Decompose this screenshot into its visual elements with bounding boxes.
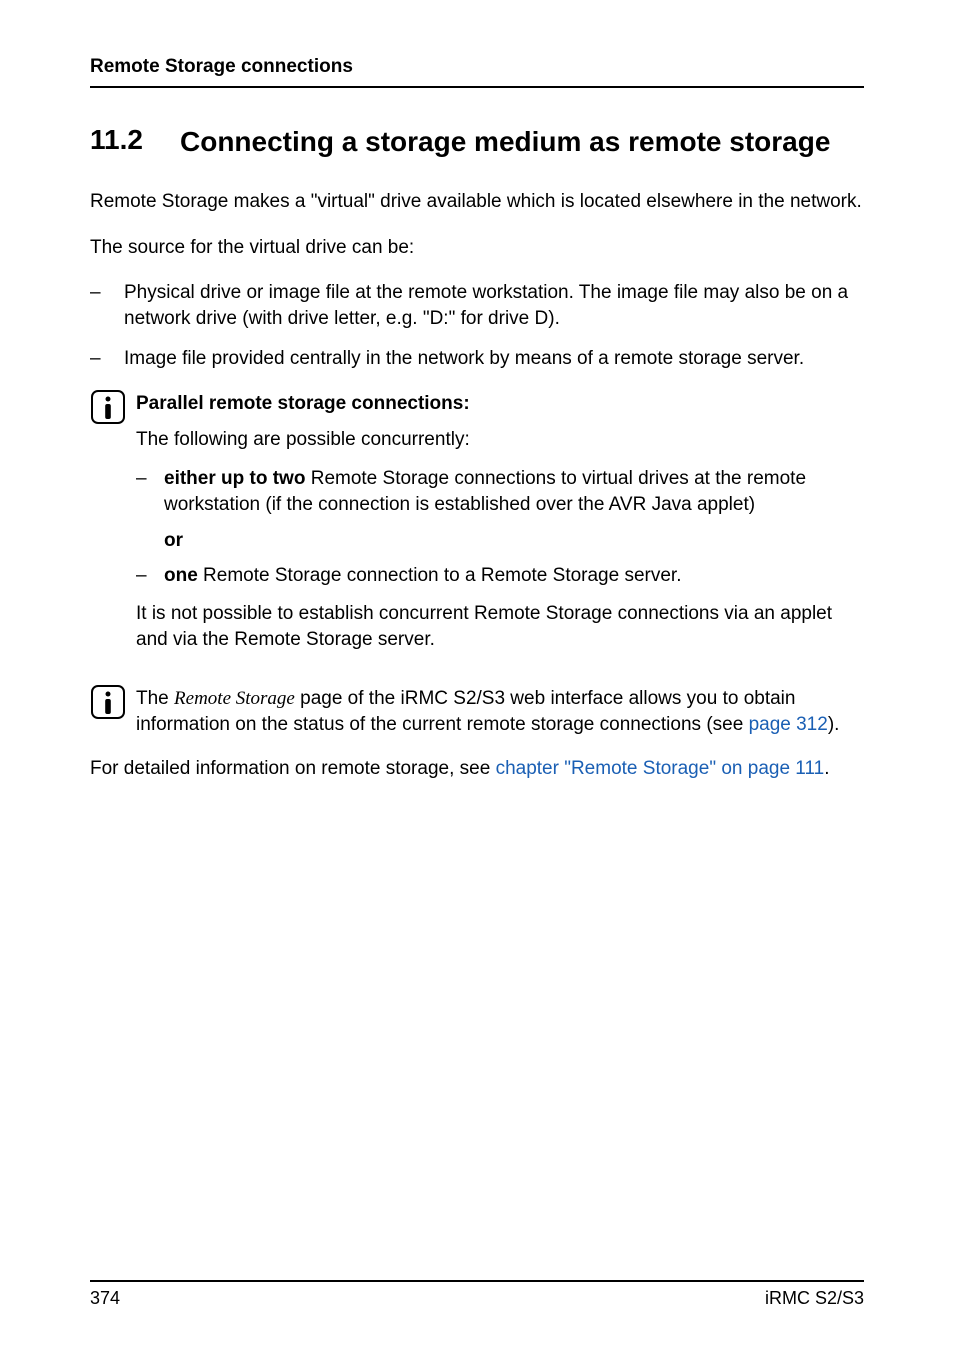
- section-title: Connecting a storage medium as remote st…: [180, 124, 830, 159]
- note2-pre: The: [136, 688, 174, 709]
- info-icon: [90, 389, 136, 425]
- info-icon: [90, 684, 136, 720]
- closing-paragraph: For detailed information on remote stora…: [90, 756, 864, 782]
- bullet-item-2: – Image file provided centrally in the n…: [90, 346, 864, 372]
- sub2-bold: one: [164, 565, 198, 586]
- bullet-dash: –: [136, 466, 164, 517]
- info-note-parallel: Parallel remote storage connections: The…: [90, 389, 864, 666]
- page-number: 374: [90, 1288, 120, 1309]
- bullet-item-1: – Physical drive or image file at the re…: [90, 280, 864, 331]
- chapter-link-remote-storage[interactable]: chapter "Remote Storage" on page 111: [496, 758, 825, 779]
- note2-italic: Remote Storage: [174, 688, 295, 709]
- page-link-312[interactable]: page 312: [749, 714, 828, 735]
- sub1-bold: either up to two: [164, 468, 305, 489]
- closing-pre: For detailed information on remote stora…: [90, 758, 496, 779]
- info-note-remote-storage-page: The Remote Storage page of the iRMC S2/S…: [90, 684, 864, 737]
- note2-post: ).: [828, 714, 840, 735]
- note-line-1: The following are possible concurrently:: [136, 427, 864, 453]
- sub-bullet-1: – either up to two Remote Storage connec…: [136, 466, 864, 517]
- bullet-dash: –: [136, 563, 164, 589]
- intro-paragraph-2: The source for the virtual drive can be:: [90, 235, 864, 261]
- bullet-content-2: Image file provided centrally in the net…: [124, 346, 864, 372]
- footer-doc-label: iRMC S2/S3: [765, 1288, 864, 1309]
- section-heading: 11.2 Connecting a storage medium as remo…: [90, 124, 864, 159]
- sub-bullet-2-content: one Remote Storage connection to a Remot…: [164, 563, 864, 589]
- sub2-rest: Remote Storage connection to a Remote St…: [198, 565, 682, 586]
- info-note-2-body: The Remote Storage page of the iRMC S2/S…: [136, 684, 864, 737]
- bullet-dash: –: [90, 346, 124, 372]
- info-note-body: Parallel remote storage connections: The…: [136, 389, 864, 666]
- note-sub-bullets: – either up to two Remote Storage connec…: [136, 466, 864, 589]
- sub-bullet-1-content: either up to two Remote Storage connecti…: [164, 466, 864, 517]
- running-head-text: Remote Storage connections: [90, 56, 353, 77]
- running-head: Remote Storage connections: [90, 56, 864, 88]
- page-container: Remote Storage connections 11.2 Connecti…: [0, 0, 954, 1349]
- note-heading: Parallel remote storage connections:: [136, 391, 864, 417]
- closing-post: .: [824, 758, 829, 779]
- sub-bullet-2: – one Remote Storage connection to a Rem…: [136, 563, 864, 589]
- note-closing: It is not possible to establish concurre…: [136, 601, 864, 652]
- bullet-dash: –: [90, 280, 124, 331]
- intro-paragraph-1: Remote Storage makes a "virtual" drive a…: [90, 189, 864, 215]
- or-separator: or: [164, 528, 864, 554]
- body-content: Remote Storage makes a "virtual" drive a…: [90, 189, 864, 781]
- section-number: 11.2: [90, 124, 180, 156]
- source-bullet-list: – Physical drive or image file at the re…: [90, 280, 864, 371]
- page-footer: 374 iRMC S2/S3: [90, 1280, 864, 1309]
- bullet-content-1: Physical drive or image file at the remo…: [124, 280, 864, 331]
